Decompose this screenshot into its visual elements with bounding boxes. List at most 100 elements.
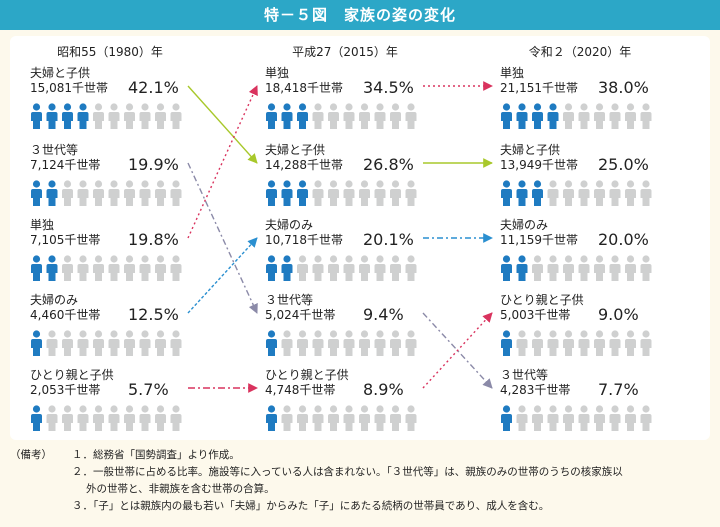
percent-label: 7.7% [598, 380, 639, 399]
person-icon [46, 255, 58, 281]
percent-label: 38.0% [598, 78, 649, 97]
person-icon [297, 405, 308, 431]
person-icon [359, 180, 370, 206]
person-icon [62, 405, 73, 431]
person-icon [93, 180, 104, 206]
person-icon [155, 330, 166, 356]
household-count: 15,081千世帯 [30, 81, 108, 95]
person-icon [328, 330, 339, 356]
household-count: 18,418千世帯 [265, 81, 343, 95]
person-icon [359, 330, 370, 356]
person-icon [155, 255, 166, 281]
person-icon [516, 330, 528, 356]
person-icon [297, 103, 308, 129]
household-count: 2,053千世帯 [30, 383, 101, 397]
household-count: 5,003千世帯 [500, 308, 571, 322]
person-icon [609, 330, 621, 356]
person-icon [390, 180, 401, 206]
person-icon [516, 405, 528, 431]
person-icon [281, 255, 293, 281]
person-icon [563, 180, 574, 206]
person-icon [625, 103, 636, 129]
person-icon [625, 180, 636, 206]
person-icon [609, 405, 621, 431]
percent-label: 5.7% [128, 380, 169, 399]
percent-label: 20.0% [598, 230, 649, 249]
person-icon [124, 255, 135, 281]
notes: （備考） １．総務省「国勢調査」より作成。 ２．一般世帯に占める比率。施設等に入っ… [10, 447, 710, 515]
person-icon [139, 180, 151, 206]
person-icon [77, 180, 89, 206]
person-icon [640, 255, 652, 281]
household-count: 5,024千世帯 [265, 308, 336, 322]
person-icon [139, 103, 151, 129]
person-icon [547, 103, 559, 129]
person-icon [312, 330, 324, 356]
person-icon [62, 255, 73, 281]
household-count: 7,124千世帯 [30, 158, 101, 172]
person-icon [501, 180, 512, 206]
person-icon [297, 330, 308, 356]
person-icon [139, 330, 151, 356]
person-icon [374, 330, 386, 356]
person-icon [281, 103, 293, 129]
person-icon [547, 180, 559, 206]
transition-arrow [422, 312, 493, 389]
category-label: 夫婦と子供 14,288千世帯 [265, 143, 343, 173]
person-icon [578, 103, 590, 129]
person-icon [266, 330, 277, 356]
household-count: 4,748千世帯 [265, 383, 336, 397]
person-icon [594, 180, 605, 206]
percent-label: 9.0% [598, 305, 639, 324]
percent-label: 42.1% [128, 78, 179, 97]
category-label: ひとり親と子供 5,003千世帯 [500, 293, 584, 323]
person-icon [609, 180, 621, 206]
person-icon [359, 103, 370, 129]
household-count: 13,949千世帯 [500, 158, 578, 172]
transition-arrow [187, 85, 258, 164]
person-icon [609, 103, 621, 129]
person-icon [170, 180, 182, 206]
percent-label: 26.8% [363, 155, 414, 174]
person-icon [594, 255, 605, 281]
person-icon [328, 180, 339, 206]
person-icon [578, 180, 590, 206]
person-icon [124, 180, 135, 206]
category-name: ひとり親と子供 [30, 368, 114, 382]
person-icon [281, 405, 293, 431]
person-icon [77, 330, 89, 356]
person-icon [501, 405, 512, 431]
person-icon [547, 405, 559, 431]
person-icon [328, 405, 339, 431]
person-icon [266, 405, 277, 431]
person-icon [62, 330, 73, 356]
person-icon [405, 405, 417, 431]
person-icon [170, 405, 182, 431]
person-icon [374, 255, 386, 281]
notes-label: （備考） [10, 449, 52, 461]
column-year-header: 平成27（2015）年 [292, 45, 398, 59]
person-icon [501, 330, 512, 356]
person-icon [594, 330, 605, 356]
percent-label: 9.4% [363, 305, 404, 324]
category-label: ３世代等 5,024千世帯 [265, 293, 335, 323]
person-icon [77, 255, 89, 281]
person-icon [547, 330, 559, 356]
person-icon [343, 255, 355, 281]
person-icon [31, 103, 42, 129]
category-name: 単独 [30, 218, 55, 232]
person-icon [124, 103, 135, 129]
person-icon [625, 405, 636, 431]
person-icon [563, 103, 574, 129]
person-icon [547, 255, 559, 281]
person-icon [312, 103, 324, 129]
household-count: 4,283千世帯 [500, 383, 571, 397]
percent-label: 19.9% [128, 155, 179, 174]
percent-label: 25.0% [598, 155, 649, 174]
person-icon [155, 180, 166, 206]
person-icon [532, 405, 543, 431]
person-icon [93, 255, 104, 281]
person-icon [516, 103, 528, 129]
person-icon [609, 255, 621, 281]
